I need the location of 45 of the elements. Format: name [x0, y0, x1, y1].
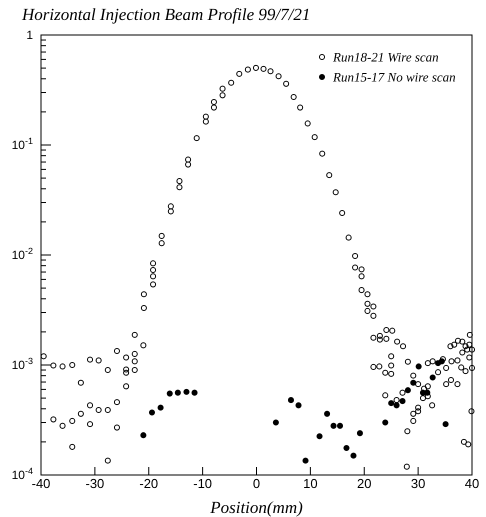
point: [148, 409, 156, 416]
legend-label: Run18-21 Wire scan: [332, 50, 439, 64]
point: [399, 398, 406, 404]
point: [302, 458, 309, 464]
y-tick-label: 10$^{-3}$: [12, 356, 33, 372]
point: [416, 363, 422, 370]
x-tick-label: -10: [193, 476, 212, 492]
x-tick-label: -20: [139, 476, 158, 492]
point: [296, 402, 302, 408]
y-tick-label: 10$^{-4}$: [12, 466, 33, 482]
point: [192, 390, 198, 396]
point: [183, 388, 190, 395]
point: [324, 410, 330, 417]
legend-label: Run15-17 No wire scan: [332, 70, 456, 84]
point: [158, 404, 164, 411]
x-tick-label: 30: [410, 476, 426, 492]
x-tick-label: -40: [32, 476, 50, 492]
x-tick-label: 0: [252, 476, 260, 492]
y-tick-label: 10$^{-2}$: [12, 246, 33, 262]
x-tick-label: 20: [357, 476, 372, 492]
point: [140, 432, 146, 438]
point: [316, 433, 323, 440]
x-tick-label: -30: [85, 476, 104, 492]
chart-title: Horizontal Injection Beam Profile 99/7/21: [21, 5, 310, 24]
x-tick-label: 40: [464, 476, 480, 492]
point: [336, 422, 344, 429]
point: [272, 420, 279, 426]
point: [174, 390, 181, 396]
point: [388, 400, 394, 406]
x-axis-title: Position(mm): [209, 498, 304, 517]
x-tick-label: 10: [303, 476, 318, 492]
point: [382, 420, 388, 426]
point: [394, 402, 400, 408]
point: [350, 452, 356, 459]
point: [442, 421, 449, 428]
point: [288, 397, 294, 404]
point: [166, 390, 173, 397]
point: [330, 422, 337, 429]
point: [356, 430, 363, 436]
point: [410, 380, 416, 386]
point: [430, 374, 436, 381]
y-tick-label: 10$^{-1}$: [12, 136, 33, 152]
y-tick-label: 1: [26, 28, 34, 42]
point: [343, 444, 350, 452]
point: [404, 387, 411, 394]
